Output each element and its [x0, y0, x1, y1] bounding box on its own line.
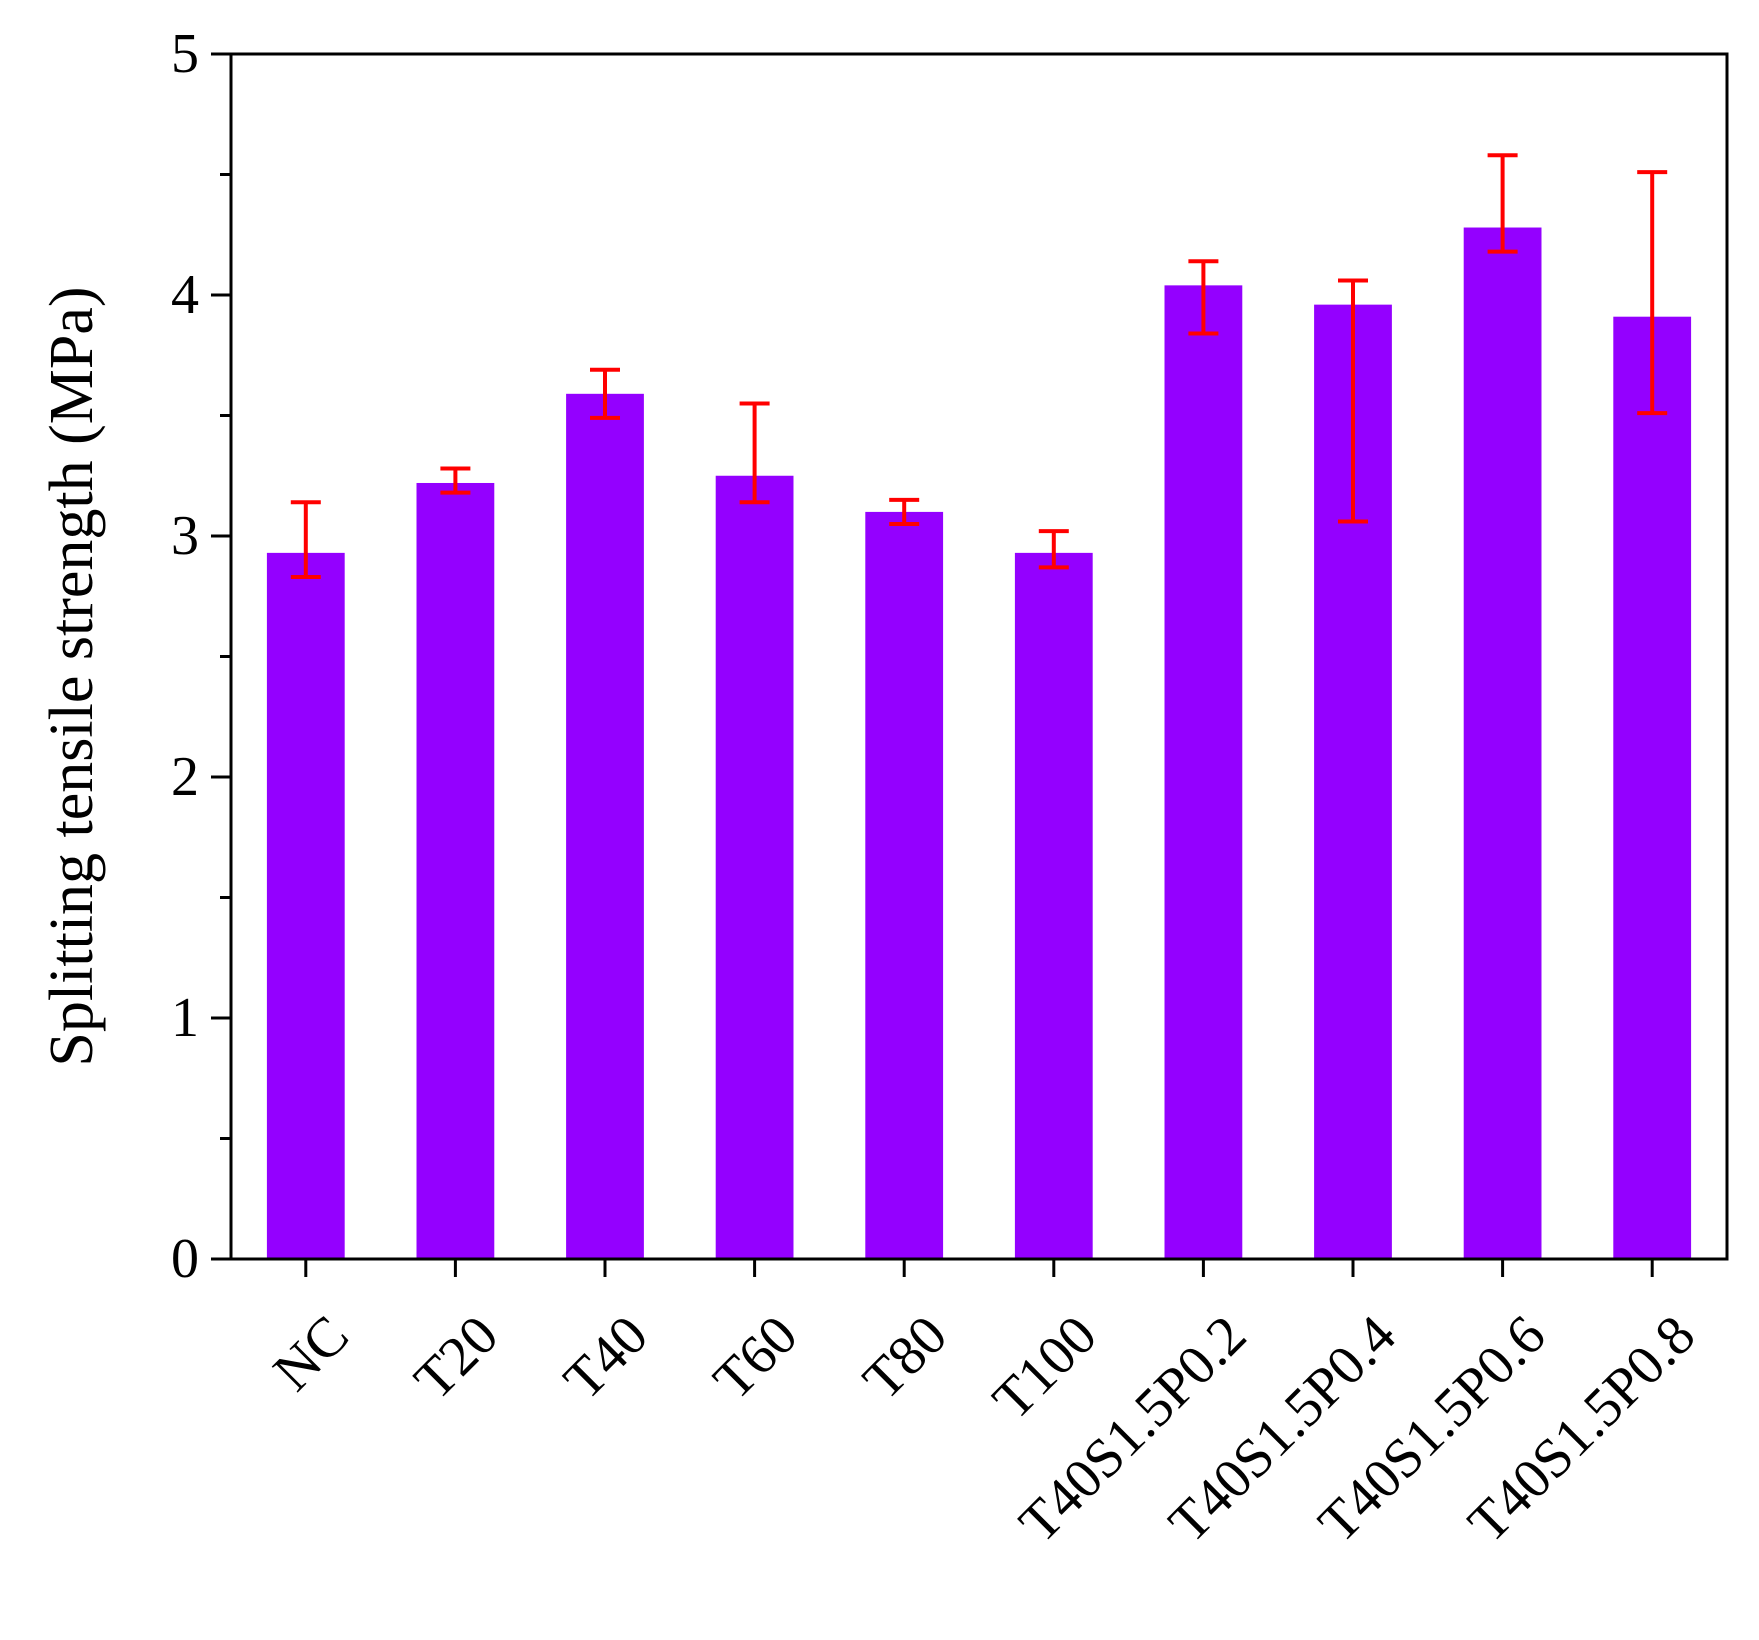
bar-t40s1-5p0-6	[1463, 227, 1542, 1259]
x-tick-label: T60	[702, 1304, 810, 1412]
error-bar-t40s1-5p0-2	[1188, 259, 1219, 336]
bar-t20	[416, 482, 495, 1260]
y-tick-label: 4	[171, 264, 199, 326]
error-bar-t80	[889, 497, 920, 526]
error-bar-nc	[290, 500, 321, 579]
bar-t40s1-5p0-2	[1164, 285, 1243, 1259]
error-bar-t40	[590, 367, 620, 420]
bar-t60	[715, 475, 794, 1259]
bars-group	[266, 227, 1692, 1260]
y-axis-title: Splitting tensile strength (MPa)	[38, 286, 106, 1066]
bar-t40	[566, 393, 644, 1259]
x-tick-label: T40	[552, 1304, 660, 1412]
bar-t40s1-5p0-8	[1613, 316, 1692, 1259]
error-bar-t40s1-5p0-6	[1487, 153, 1518, 254]
error-bar-t40s1-5p0-8	[1637, 170, 1668, 416]
bar-nc	[266, 552, 345, 1259]
y-tick-label: 3	[171, 505, 199, 567]
y-tick-label: 2	[171, 746, 199, 808]
error-bar-t40s1-5p0-4	[1338, 278, 1368, 524]
error-bar-t20	[440, 466, 471, 495]
x-tick-label: T20	[403, 1304, 511, 1412]
bar-t80	[865, 511, 944, 1259]
error-bar-t100	[1038, 529, 1069, 570]
x-tick-label: T80	[851, 1304, 959, 1412]
x-tick-label: T100	[981, 1304, 1108, 1431]
x-axis: NC T20 T40 T60 T80 T100T40S1.5P0.2T40S1.5P0.4…	[262, 1259, 1707, 1555]
bar-t100	[1014, 552, 1093, 1259]
x-tick-label: NC	[262, 1304, 361, 1403]
y-tick-label: 5	[171, 23, 199, 85]
y-axis: 0 1 2 3 4 5	[171, 23, 231, 1290]
error-bars-group	[290, 153, 1668, 579]
y-tick-label: 1	[171, 987, 199, 1049]
error-bar-t60	[739, 401, 770, 505]
y-tick-label: 0	[171, 1228, 199, 1290]
